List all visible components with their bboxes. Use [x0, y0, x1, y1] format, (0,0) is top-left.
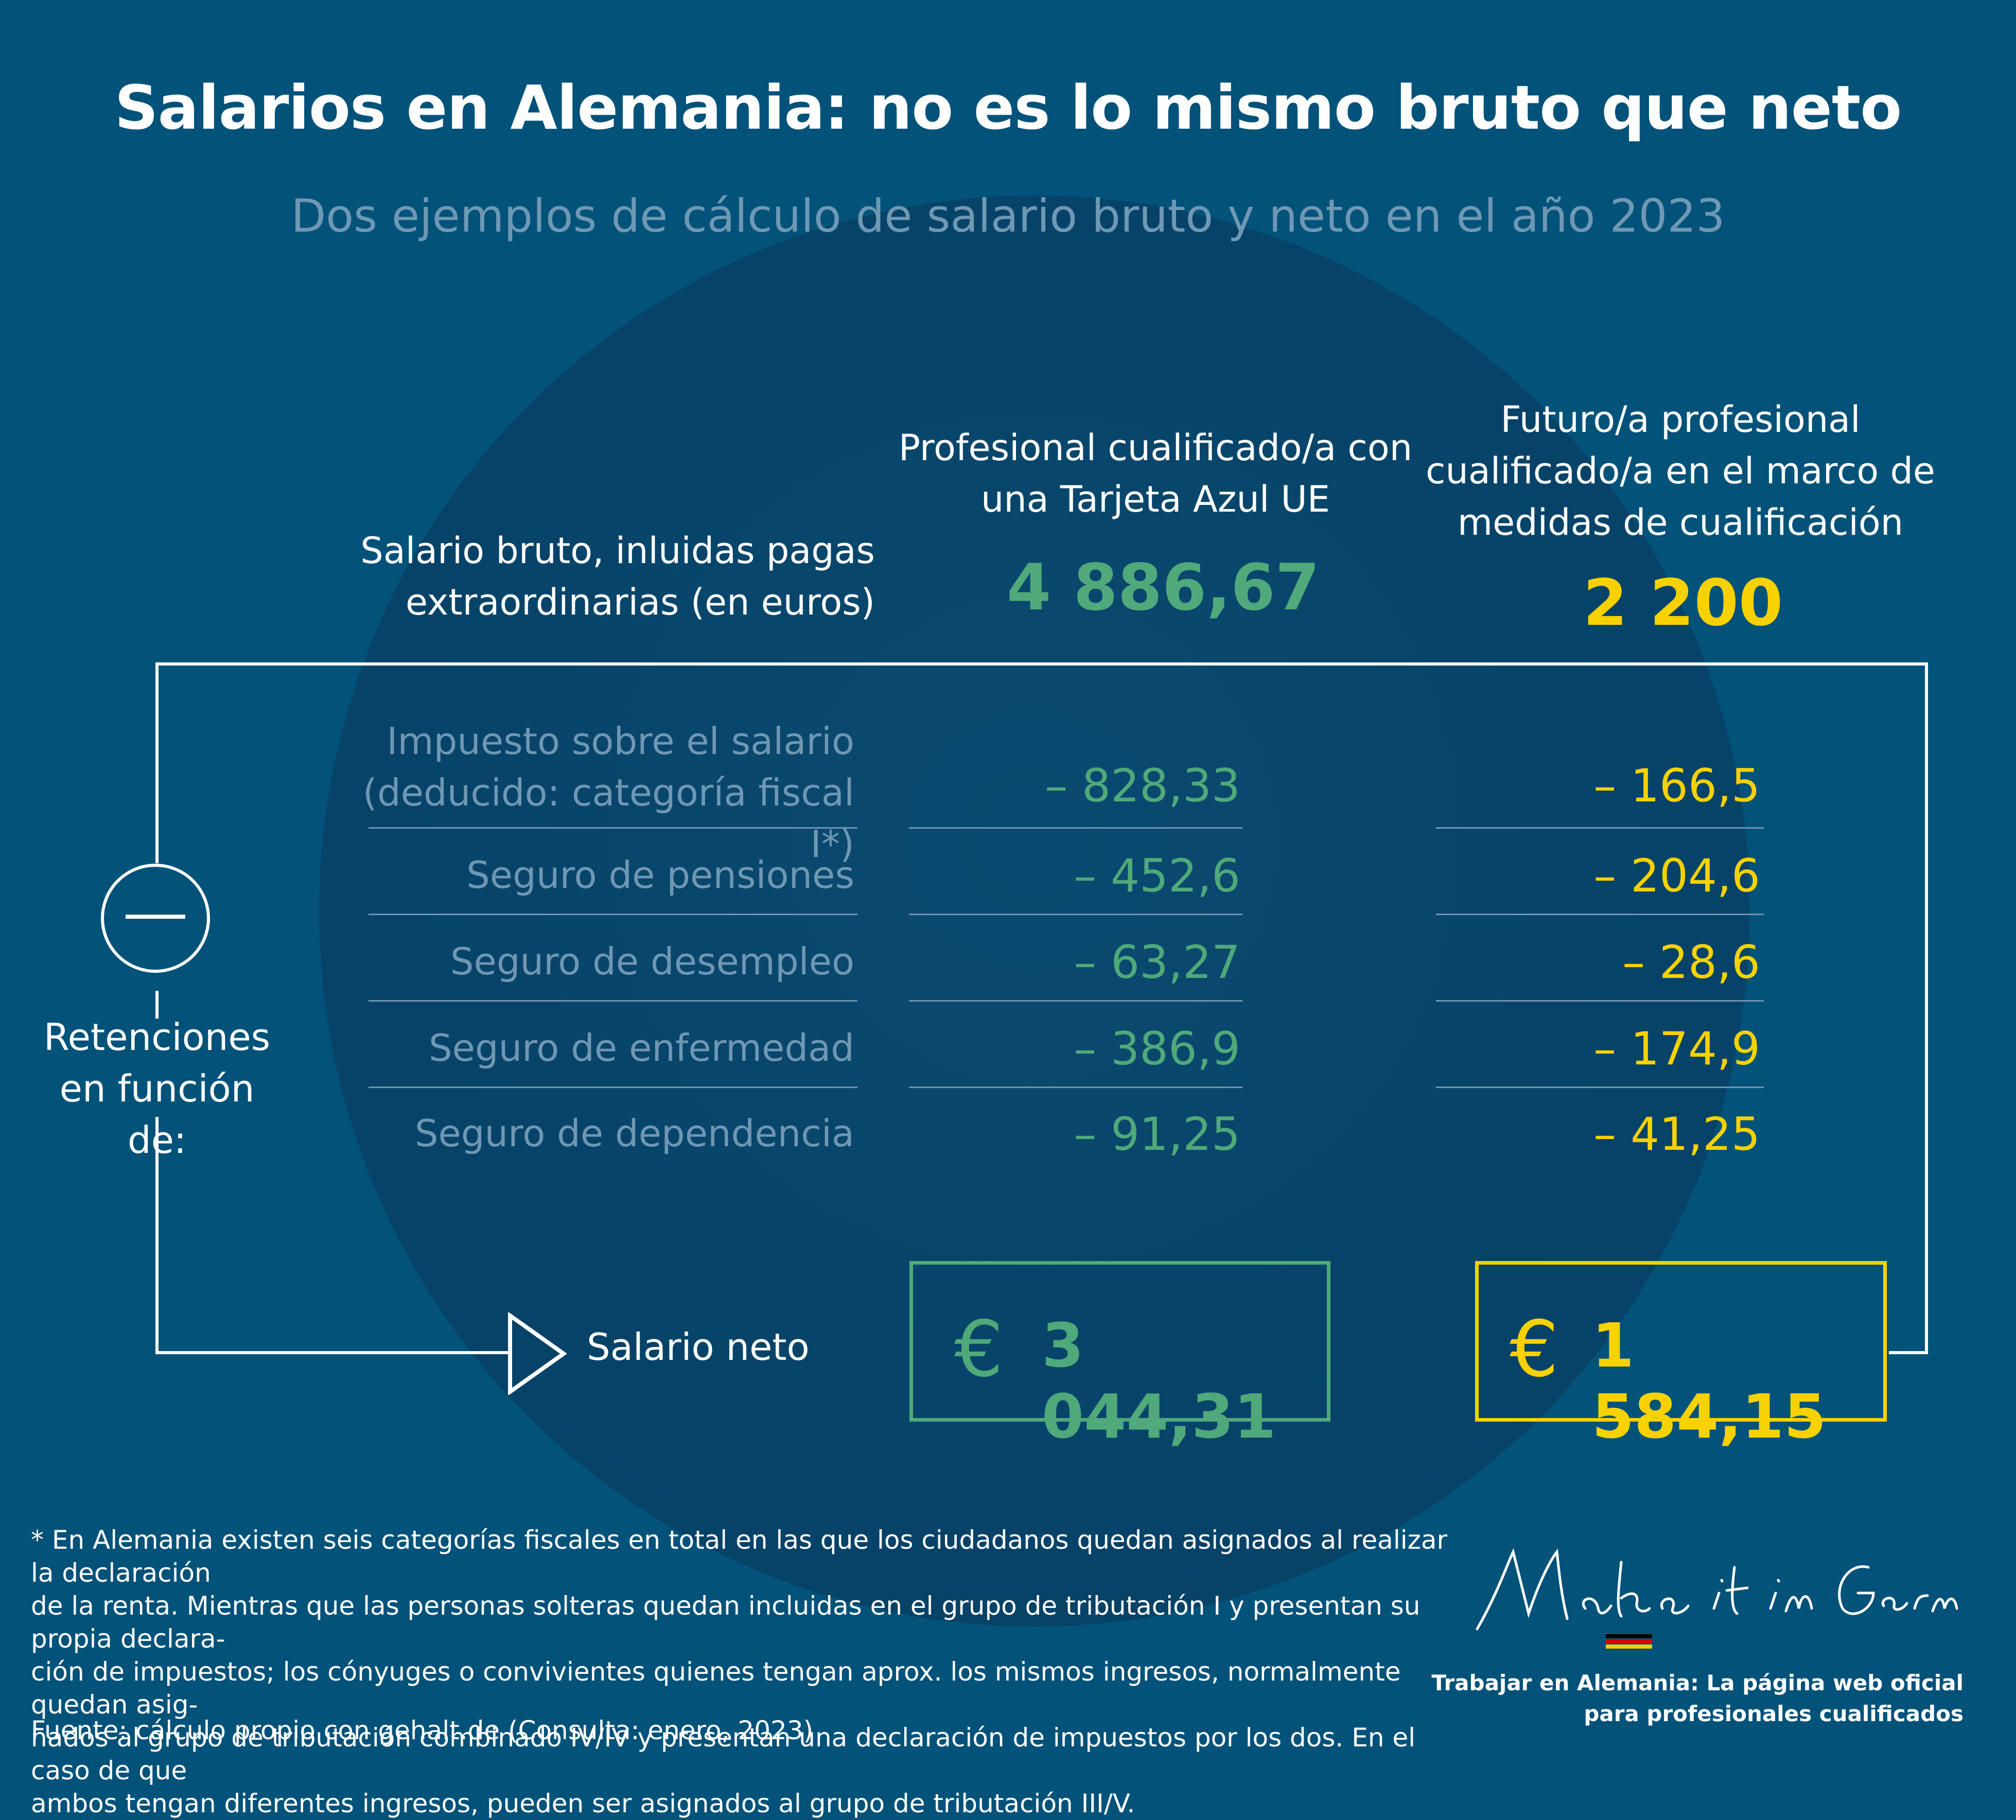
- retention-line: en función de:: [59, 1067, 255, 1162]
- frame-right-bottom-line: [1889, 1351, 1928, 1354]
- row-separator: [369, 1000, 857, 1002]
- row-separator: [909, 1000, 1242, 1002]
- source-note: Fuente: cálculo propio con gehalt.de (Co…: [31, 1716, 814, 1745]
- background-circle: [319, 196, 1750, 1626]
- deduction-value-col1: – 91,25: [1074, 1108, 1240, 1161]
- deduction-label-line: (deducido: categoría fiscal I*): [362, 771, 854, 866]
- row-separator: [369, 827, 857, 829]
- deduction-value-col2: – 41,25: [1593, 1108, 1760, 1161]
- footnote-line: ción de impuestos; los cónyuges o conviv…: [31, 1657, 1401, 1720]
- deduction-label-income-tax: Impuesto sobre el salario (deducido: cat…: [309, 715, 854, 870]
- column-heading-line: medidas de cualificación: [1457, 501, 1904, 544]
- gross-label-line: extraordinarias (en euros): [405, 581, 875, 623]
- flag-stripe-gold: [1606, 1644, 1652, 1649]
- frame-left-upper-line: [155, 662, 159, 863]
- tagline-line: Trabajar en Alemania: La página web ofic…: [1431, 1670, 1964, 1695]
- page-title: Salarios en Alemania: no es lo mismo bru…: [114, 72, 1902, 143]
- column-heading-line: Profesional cualificado/a con: [898, 427, 1413, 469]
- make-it-in-germany-logo: [1467, 1531, 1971, 1650]
- euro-icon: €: [1510, 1305, 1559, 1394]
- row-separator: [1436, 914, 1764, 915]
- row-separator: [909, 1087, 1242, 1088]
- arrow-right-icon: [508, 1312, 567, 1395]
- net-salary-label: Salario neto: [587, 1325, 810, 1369]
- deduction-label-unemployment: Seguro de desempleo: [450, 940, 854, 983]
- deduction-value-col2: – 204,6: [1593, 849, 1760, 902]
- frame-right-line: [1925, 662, 1928, 1354]
- deduction-label-pension: Seguro de pensiones: [466, 853, 854, 897]
- frame-top-line: [155, 662, 1928, 666]
- deduction-value-col1: – 828,33: [1045, 759, 1240, 812]
- column-heading-line: cualificado/a en el marco de: [1426, 450, 1935, 492]
- euro-icon: €: [954, 1305, 1004, 1394]
- net-value-col1: 3 044,31: [1042, 1310, 1276, 1452]
- signature-logo-icon: [1476, 1548, 1958, 1649]
- net-salary-box-col2: € 1 584,15: [1475, 1261, 1887, 1452]
- frame-left-mid-line: [155, 991, 159, 1019]
- footnote-line: ambos tengan diferentes ingresos, pueden…: [31, 1789, 1135, 1818]
- row-separator: [1436, 1087, 1764, 1088]
- column-heading-line: Futuro/a profesional: [1500, 398, 1861, 441]
- row-separator: [369, 914, 857, 915]
- gross-salary-label: Salario bruto, inluidas pagas extraordin…: [309, 525, 875, 628]
- minus-circle-icon: [101, 864, 210, 973]
- gross-value-col1: 4 886,67: [1007, 551, 1320, 625]
- row-separator: [369, 1087, 857, 1088]
- net-salary-box-col1: € 3 044,31: [909, 1261, 1330, 1452]
- deduction-label-line: Impuesto sobre el salario: [387, 720, 854, 763]
- row-separator: [1436, 1000, 1764, 1002]
- page-subtitle: Dos ejemplos de cálculo de salario bruto…: [291, 189, 1725, 242]
- deduction-value-col1: – 386,9: [1074, 1022, 1240, 1075]
- flag-stripe-black: [1606, 1634, 1652, 1638]
- row-separator: [909, 914, 1242, 915]
- footnote-line: * En Alemania existen seis categorías fi…: [31, 1525, 1448, 1588]
- tagline-line: para profesionales cualificados: [1584, 1701, 1964, 1726]
- footnote: * En Alemania existen seis categorías fi…: [31, 1524, 1472, 1820]
- brand-tagline: Trabajar en Alemania: La página web ofic…: [1431, 1668, 1964, 1729]
- deduction-value-col2: – 166,5: [1593, 759, 1760, 812]
- footnote-line: de la renta. Mientras que las personas s…: [31, 1591, 1421, 1654]
- gross-value-col2: 2 200: [1583, 566, 1783, 640]
- retention-line: Retenciones: [43, 1016, 271, 1059]
- deduction-label-health: Seguro de enfermedad: [428, 1026, 854, 1070]
- row-separator: [909, 827, 1242, 829]
- row-separator: [1436, 827, 1764, 829]
- gross-label-line: Salario bruto, inluidas pagas: [360, 530, 875, 572]
- deduction-label-care: Seguro de dependencia: [414, 1112, 854, 1155]
- logo-script: [1476, 1548, 1958, 1631]
- deduction-value-col1: – 452,6: [1074, 849, 1240, 902]
- column-heading-blue-card: Profesional cualificado/a con una Tarjet…: [875, 422, 1436, 525]
- deduction-value-col2: – 174,9: [1593, 1022, 1760, 1075]
- deduction-value-col1: – 63,27: [1074, 936, 1240, 989]
- minus-bar: [126, 915, 185, 919]
- frame-bottom-line: [155, 1351, 511, 1354]
- frame-left-lower-line: [155, 1117, 159, 1354]
- net-value-col2: 1 584,15: [1592, 1310, 1827, 1452]
- flag-stripe-red: [1606, 1639, 1652, 1643]
- deduction-value-col2: – 28,6: [1622, 936, 1760, 989]
- column-heading-qualification: Futuro/a profesional cualificado/a en el…: [1421, 394, 1940, 548]
- column-heading-line: una Tarjeta Azul UE: [981, 478, 1330, 520]
- retention-label: Retenciones en función de:: [31, 1011, 283, 1166]
